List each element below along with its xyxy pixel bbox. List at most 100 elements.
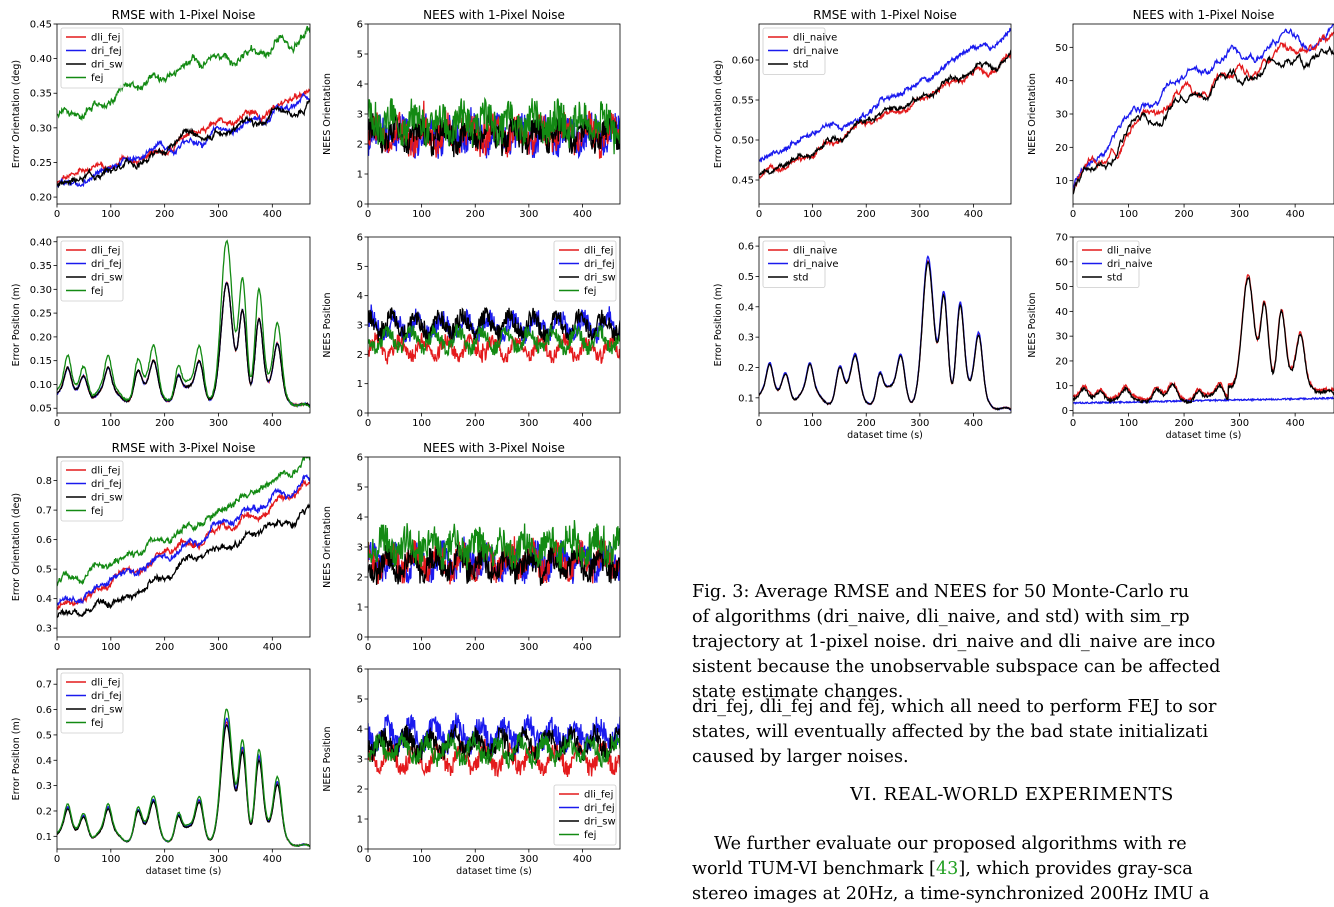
series-line-fej: [368, 520, 620, 571]
legend-entry: dli_fej: [91, 33, 120, 44]
citation-link[interactable]: 43: [935, 859, 959, 879]
legend-entry: dri_sw: [91, 493, 123, 504]
x-tick-label: 200: [466, 854, 485, 865]
series-line-dli_fej: [57, 721, 310, 848]
y-axis-label: NEES Position: [1027, 292, 1038, 357]
x-axis-label: dataset time (s): [847, 430, 923, 441]
x-tick-label: 100: [101, 642, 120, 653]
legend-entry: dri_fej: [584, 259, 615, 270]
series-line-fej: [368, 324, 620, 357]
legend-entry: dri_sw: [91, 705, 123, 716]
y-tick-label: 2: [357, 140, 363, 151]
x-tick-label: 200: [857, 209, 876, 220]
subplot-p8: 0 100 200 300 400 0 1 2 3 4 5 6 NEES Position dataset…: [322, 665, 621, 877]
x-tick-label: 400: [263, 209, 282, 220]
legend-entry: dri_fej: [91, 479, 122, 490]
y-tick-label: 0.15: [30, 356, 52, 367]
y-tick-label: 10: [1055, 176, 1068, 187]
x-tick-label: 400: [964, 418, 983, 429]
x-axis-label: dataset time (s): [456, 866, 532, 877]
caption-line: Fig. 3: Average RMSE and NEES for 50 Mon…: [692, 582, 1190, 602]
series-line-dri_naive: [1073, 396, 1334, 405]
y-tick-label: 0.7: [36, 680, 52, 691]
legend-entry: fej: [91, 718, 103, 729]
legend-entry: dli_naive: [1107, 246, 1151, 257]
axes-frame: [1072, 236, 1334, 414]
y-axis-label: Error Orientation (deg): [11, 493, 22, 601]
x-tick-label: 0: [1070, 418, 1076, 429]
y-tick-label: 1: [357, 603, 363, 614]
axes-frame: [56, 23, 311, 205]
legend-entry: dli_fej: [91, 678, 120, 689]
legend-entry: dri_fej: [584, 803, 615, 814]
subplot-p1: RMSE with 1-Pixel Noise 0 100 200 300 400 0.20…: [11, 8, 311, 220]
x-tick-label: 200: [466, 642, 485, 653]
y-tick-label: 0.2: [36, 806, 52, 817]
x-tick-label: 0: [365, 854, 371, 865]
legend-entry: dli_fej: [91, 466, 120, 477]
legend-entry: fej: [91, 286, 103, 297]
x-tick-label: 400: [573, 418, 592, 429]
body-line: We further evaluate our proposed algorit…: [714, 834, 1187, 854]
legend-entry: dri_fej: [91, 691, 122, 702]
series-line-dri_sw: [57, 503, 310, 619]
y-tick-label: 2: [357, 573, 363, 584]
y-axis-label: Error Position (m): [11, 718, 22, 801]
subplot-title: RMSE with 1-Pixel Noise: [112, 8, 256, 22]
x-tick-label: 0: [54, 418, 60, 429]
figure-caption: Fig. 3: Average RMSE and NEES for 50 Mon…: [692, 580, 1334, 705]
y-tick-label: 4: [357, 513, 363, 524]
y-tick-label: 0.45: [30, 20, 52, 31]
y-tick-label: 20: [1055, 356, 1068, 367]
y-tick-label: 0.4: [738, 302, 754, 313]
y-tick-label: 3: [357, 110, 363, 121]
x-tick-label: 400: [573, 209, 592, 220]
y-tick-label: 0.4: [36, 594, 52, 605]
y-tick-label: 30: [1055, 110, 1068, 121]
y-tick-label: 0: [357, 845, 363, 856]
legend-entry: dri_sw: [91, 60, 123, 71]
y-tick-label: 0.3: [36, 624, 52, 635]
y-tick-label: 0: [357, 200, 363, 211]
x-tick-label: 300: [910, 418, 929, 429]
legend-entry: dri_fej: [91, 46, 122, 57]
x-tick-label: 100: [101, 418, 120, 429]
subplot-title: RMSE with 1-Pixel Noise: [813, 8, 957, 22]
x-tick-label: 0: [365, 209, 371, 220]
y-tick-label: 0.1: [36, 832, 52, 843]
axes-frame: [758, 23, 1012, 205]
x-tick-label: 0: [365, 642, 371, 653]
legend-entry: fej: [584, 830, 596, 841]
y-tick-label: 0.30: [30, 285, 52, 296]
axes-frame: [56, 236, 311, 414]
x-tick-label: 0: [1070, 209, 1076, 220]
y-tick-label: 1: [357, 170, 363, 181]
x-tick-label: 100: [101, 209, 120, 220]
x-tick-label: 200: [1175, 209, 1194, 220]
subplot-p4: 0 100 200 300 400 0 1 2 3 4 5 6 NEES Position dli_fej…: [322, 233, 621, 429]
y-axis-label: NEES Orientation: [1027, 73, 1038, 155]
x-tick-label: 300: [209, 418, 228, 429]
subplot-r1: RMSE with 1-Pixel Noise 0 100 200 300 400 0.45…: [713, 8, 1012, 220]
x-axis-label: dataset time (s): [1166, 430, 1242, 441]
y-tick-label: 3: [357, 543, 363, 554]
subplot-p6: NEES with 3-Pixel Noise 0 100 200 300 400 0 1 2 3…: [322, 441, 621, 653]
x-tick-label: 200: [155, 854, 174, 865]
y-tick-label: 6: [357, 233, 363, 244]
y-tick-label: 40: [1055, 307, 1068, 318]
x-tick-label: 400: [1286, 209, 1305, 220]
y-tick-label: 0.20: [30, 332, 52, 343]
x-tick-label: 100: [1119, 418, 1138, 429]
y-tick-label: 0.3: [36, 781, 52, 792]
y-tick-label: 5: [357, 483, 363, 494]
body-line: states, will eventually affected by the …: [692, 722, 1209, 742]
subplot-p7: 0 100 200 300 400 0.1 0.2 0.3 0.4 0.5 0.6 0.7 Error …: [11, 668, 311, 877]
x-tick-label: 300: [519, 418, 538, 429]
series-line-std: [1073, 275, 1334, 405]
x-tick-label: 300: [209, 209, 228, 220]
caption-line: of algorithms (dri_naive, dli_naive, and…: [692, 607, 1190, 627]
